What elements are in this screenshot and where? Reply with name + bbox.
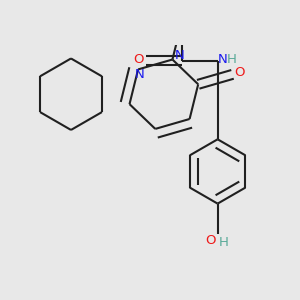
Text: H: H [226,53,236,66]
Text: O: O [134,53,144,66]
Text: N: N [175,49,185,62]
Text: O: O [206,233,216,247]
Text: N: N [134,68,144,81]
Text: O: O [234,66,244,80]
Text: H: H [219,236,229,249]
Text: N: N [218,53,228,66]
